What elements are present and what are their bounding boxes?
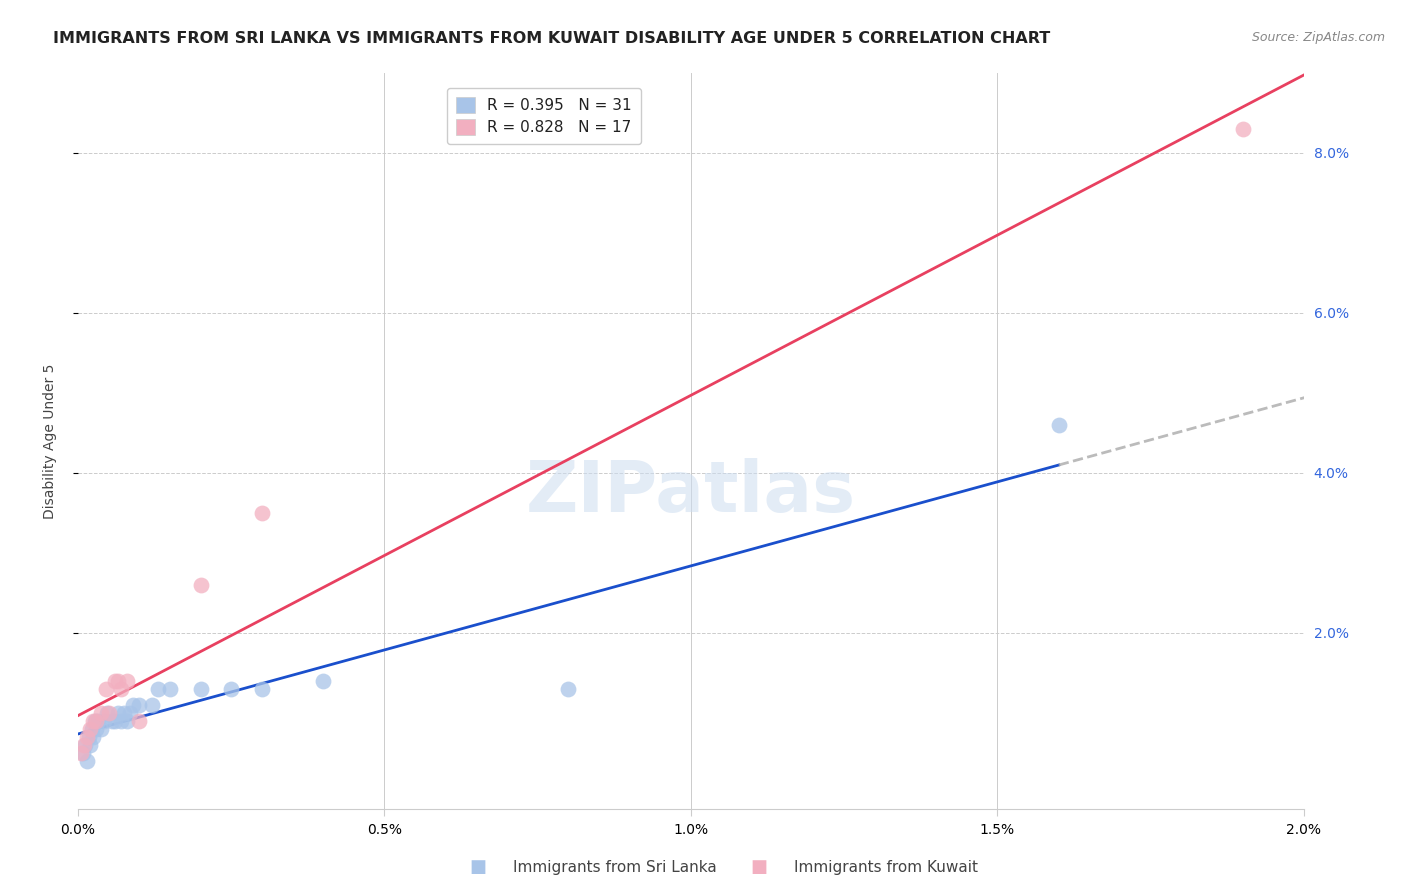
Point — [84, 714, 107, 728]
Point — [128, 714, 150, 728]
Point — [77, 730, 100, 744]
Point — [75, 738, 97, 752]
Point — [115, 714, 138, 728]
Point — [122, 698, 145, 712]
Point — [1232, 122, 1254, 136]
Point — [82, 730, 104, 744]
Point — [120, 706, 142, 720]
Text: IMMIGRANTS FROM SRI LANKA VS IMMIGRANTS FROM KUWAIT DISABILITY AGE UNDER 5 CORRE: IMMIGRANTS FROM SRI LANKA VS IMMIGRANTS … — [53, 31, 1050, 46]
Point — [70, 746, 93, 760]
Point — [90, 706, 112, 720]
Text: Source: ZipAtlas.com: Source: ZipAtlas.com — [1251, 31, 1385, 45]
Point — [86, 714, 108, 728]
Point — [107, 706, 129, 720]
Point — [104, 673, 127, 688]
Point — [190, 681, 212, 696]
Point — [112, 706, 135, 720]
Point — [110, 681, 132, 696]
Point — [110, 714, 132, 728]
Point — [82, 714, 104, 728]
Point — [73, 738, 96, 752]
Point — [79, 722, 101, 736]
Point — [312, 673, 335, 688]
Point — [250, 506, 273, 520]
Point — [159, 681, 181, 696]
Point — [141, 698, 163, 712]
Y-axis label: Disability Age Under 5: Disability Age Under 5 — [44, 363, 58, 518]
Point — [128, 698, 150, 712]
Point — [90, 722, 112, 736]
Point — [76, 730, 98, 744]
Point — [97, 706, 120, 720]
Point — [86, 722, 108, 736]
Point — [107, 673, 129, 688]
Text: ■: ■ — [470, 858, 486, 876]
Point — [96, 706, 118, 720]
Point — [80, 722, 103, 736]
Text: Immigrants from Sri Lanka: Immigrants from Sri Lanka — [513, 860, 717, 874]
Point — [100, 714, 122, 728]
Point — [87, 714, 110, 728]
Point — [72, 746, 94, 760]
Point — [79, 738, 101, 752]
Point — [104, 714, 127, 728]
Point — [93, 714, 115, 728]
Legend: R = 0.395   N = 31, R = 0.828   N = 17: R = 0.395 N = 31, R = 0.828 N = 17 — [447, 88, 641, 145]
Point — [190, 578, 212, 592]
Point — [115, 673, 138, 688]
Point — [146, 681, 169, 696]
Point — [76, 754, 98, 768]
Point — [219, 681, 242, 696]
Point — [1047, 417, 1070, 432]
Text: ■: ■ — [751, 858, 768, 876]
Text: ZIPatlas: ZIPatlas — [526, 458, 856, 527]
Point — [250, 681, 273, 696]
Point — [557, 681, 579, 696]
Text: Immigrants from Kuwait: Immigrants from Kuwait — [794, 860, 979, 874]
Point — [94, 681, 117, 696]
